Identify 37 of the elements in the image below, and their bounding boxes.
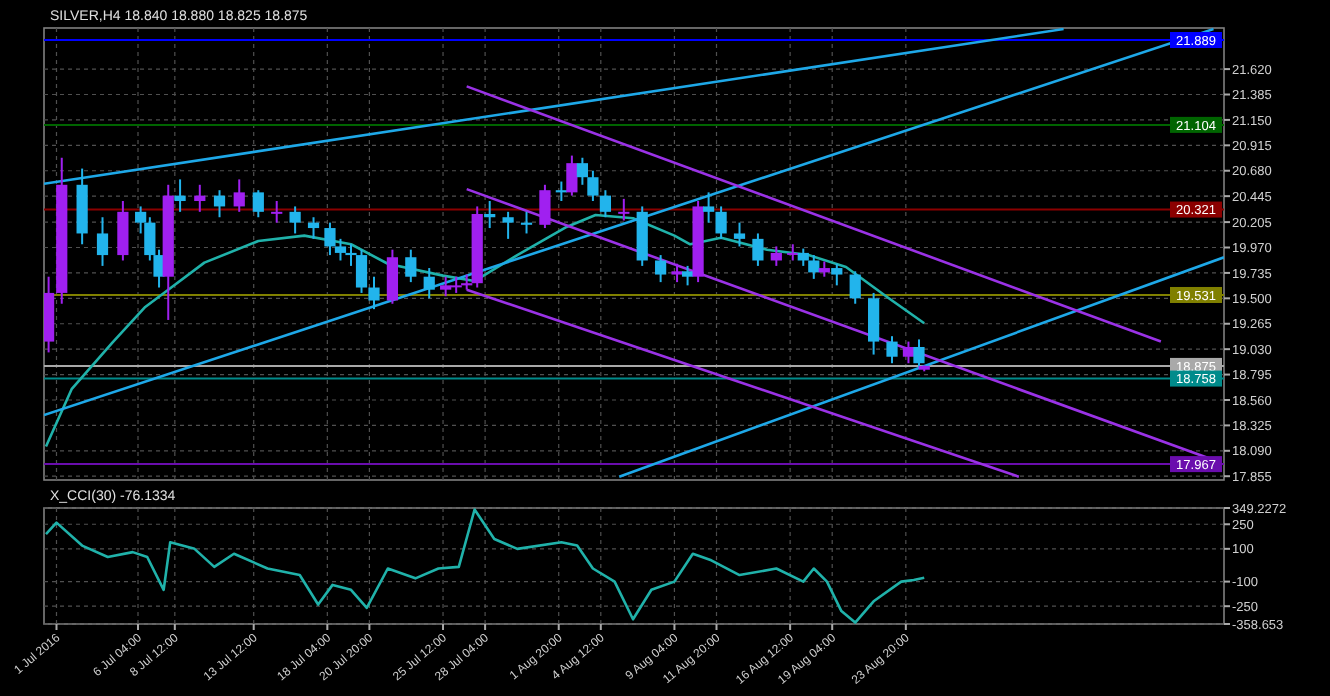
candlestick (733, 221, 746, 248)
candlestick (96, 216, 109, 267)
candlestick (117, 200, 129, 262)
candlestick (307, 216, 320, 240)
candlestick (868, 291, 880, 356)
candlestick (174, 178, 186, 213)
candlestick (368, 275, 380, 311)
candlestick (423, 267, 435, 300)
candlestick (252, 189, 264, 219)
candlestick (405, 248, 417, 284)
candlestick (539, 183, 551, 230)
candlestick (703, 191, 715, 224)
candlestick (886, 335, 898, 365)
candlestick (520, 210, 533, 235)
candlestick (566, 154, 578, 197)
line-series (44, 508, 926, 624)
candlestick (618, 197, 630, 222)
candlestick (386, 248, 399, 305)
candlestick (271, 200, 283, 224)
candlestick (849, 270, 861, 305)
candlestick (289, 205, 301, 235)
candlestick (194, 183, 206, 213)
candlestick (502, 210, 514, 240)
candlestick (715, 205, 727, 240)
candlestick (484, 200, 496, 230)
candlestick (752, 232, 764, 267)
candlestick (770, 245, 782, 267)
candlestick (671, 262, 683, 284)
candlestick (681, 264, 694, 287)
candlestick (599, 189, 612, 219)
candlestick (213, 189, 226, 219)
candlestick (831, 262, 843, 287)
candlestick (902, 340, 915, 365)
candlestick (913, 338, 925, 370)
line-series (44, 213, 926, 448)
candlestick (655, 254, 667, 284)
candlestick (233, 178, 245, 213)
